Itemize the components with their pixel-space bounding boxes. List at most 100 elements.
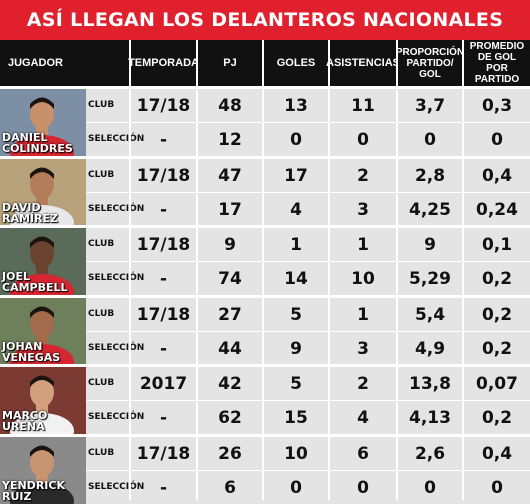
- header-asistencias: ASISTENCIAS: [326, 40, 400, 86]
- cell-asistencias: 11: [351, 95, 375, 116]
- cell-promedio: 0: [491, 477, 503, 498]
- cell-asistencias: 2: [357, 373, 369, 394]
- row-type-label: CLUB: [88, 448, 115, 458]
- cell-pj: 47: [218, 165, 242, 186]
- cell-pj: 74: [218, 268, 242, 289]
- cell-pj: 27: [218, 304, 242, 325]
- block-divider: [0, 434, 530, 437]
- cell-asistencias: 0: [357, 477, 369, 498]
- cell-proporcion: 2,8: [414, 165, 446, 186]
- cell-goles: 5: [290, 304, 302, 325]
- cell-pj: 17: [218, 199, 242, 220]
- header-pj: PJ: [198, 40, 262, 86]
- row-divider: [86, 261, 530, 262]
- cell-temporada: -: [159, 129, 168, 150]
- cell-promedio: 0,3: [481, 95, 513, 116]
- cell-temporada: -: [159, 268, 168, 289]
- cell-proporcion: 0: [424, 129, 436, 150]
- cell-temporada: -: [159, 338, 168, 359]
- column-divider: [129, 40, 131, 500]
- cell-goles: 13: [284, 95, 308, 116]
- cell-goles: 0: [290, 477, 302, 498]
- cell-goles: 4: [290, 199, 302, 220]
- row-divider: [86, 192, 530, 193]
- row-divider: [86, 400, 530, 401]
- cell-goles: 17: [284, 165, 308, 186]
- player-name: JOHAN VENEGAS: [2, 340, 61, 364]
- cell-pj: 44: [218, 338, 242, 359]
- cell-proporcion: 0: [424, 477, 436, 498]
- cell-proporcion: 5,4: [414, 304, 446, 325]
- block-divider: [0, 364, 530, 367]
- cell-goles: 10: [284, 443, 308, 464]
- row-type-label: SELECCIÓN: [88, 412, 145, 422]
- cell-asistencias: 3: [357, 199, 369, 220]
- cell-pj: 9: [224, 234, 236, 255]
- cell-proporcion: 9: [424, 234, 436, 255]
- block-divider: [0, 225, 530, 228]
- cell-temporada: 17/18: [136, 304, 191, 325]
- cell-asistencias: 6: [357, 443, 369, 464]
- row-divider: [86, 122, 530, 123]
- cell-promedio: 0: [491, 129, 503, 150]
- cell-promedio: 0,2: [481, 304, 513, 325]
- row-divider: [86, 470, 530, 471]
- cell-proporcion: 3,7: [414, 95, 446, 116]
- row-type-label: CLUB: [88, 309, 115, 319]
- row-type-label: CLUB: [88, 378, 115, 388]
- player-name: DANIEL COLINDRES: [2, 131, 73, 155]
- row-type-label: SELECCIÓN: [88, 204, 145, 214]
- cell-asistencias: 1: [357, 234, 369, 255]
- cell-temporada: 17/18: [136, 95, 191, 116]
- column-divider: [196, 40, 198, 500]
- cell-temporada: 17/18: [136, 165, 191, 186]
- page-title: ASÍ LLEGAN LOS DELANTEROS NACIONALES: [0, 0, 530, 40]
- cell-proporcion: 2,6: [414, 443, 446, 464]
- cell-temporada: 17/18: [136, 443, 191, 464]
- block-divider: [0, 156, 530, 159]
- cell-asistencias: 10: [351, 268, 375, 289]
- cell-promedio: 0,1: [481, 234, 513, 255]
- cell-goles: 5: [290, 373, 302, 394]
- cell-temporada: 17/18: [136, 234, 191, 255]
- column-divider: [396, 40, 398, 500]
- player-photo: DANIEL COLINDRES: [0, 89, 86, 156]
- header-proporcion: PROPORCIÓN PARTIDO/ GOL: [396, 40, 464, 86]
- row-type-label: CLUB: [88, 239, 115, 249]
- column-divider: [262, 40, 264, 500]
- cell-pj: 6: [224, 477, 236, 498]
- cell-proporcion: 4,13: [409, 407, 451, 428]
- cell-promedio: 0,2: [481, 407, 513, 428]
- cell-promedio: 0,2: [481, 338, 513, 359]
- cell-asistencias: 4: [357, 407, 369, 428]
- player-name: YENDRICK RUIZ: [2, 479, 65, 503]
- header-goles: GOLES: [264, 40, 328, 86]
- block-divider: [0, 295, 530, 298]
- row-type-label: SELECCIÓN: [88, 343, 145, 353]
- row-type-label: CLUB: [88, 100, 115, 110]
- cell-promedio: 0,2: [481, 268, 513, 289]
- header-promedio: PROMEDIO DE GOL POR PARTIDO: [464, 40, 530, 86]
- cell-goles: 9: [290, 338, 302, 359]
- cell-temporada: -: [159, 199, 168, 220]
- cell-asistencias: 0: [357, 129, 369, 150]
- row-divider: [86, 331, 530, 332]
- player-name: MARCO UREÑA: [2, 409, 48, 433]
- cell-asistencias: 1: [357, 304, 369, 325]
- cell-promedio: 0,4: [481, 165, 513, 186]
- cell-pj: 48: [218, 95, 242, 116]
- cell-promedio: 0,4: [481, 443, 513, 464]
- cell-pj: 26: [218, 443, 242, 464]
- header-temporada: TEMPORADA: [128, 40, 199, 86]
- player-photo: YENDRICK RUIZ: [0, 437, 86, 504]
- cell-proporcion: 4,9: [414, 338, 446, 359]
- cell-asistencias: 3: [357, 338, 369, 359]
- player-photo: MARCO UREÑA: [0, 367, 86, 434]
- cell-goles: 15: [284, 407, 308, 428]
- cell-proporcion: 5,29: [409, 268, 451, 289]
- cell-promedio: 0,07: [476, 373, 518, 394]
- player-photo: JOEL CAMPBELL: [0, 228, 86, 295]
- player-photo: DAVID RAMÍREZ: [0, 159, 86, 226]
- row-type-label: SELECCIÓN: [88, 273, 145, 283]
- row-type-label: SELECCIÓN: [88, 482, 145, 492]
